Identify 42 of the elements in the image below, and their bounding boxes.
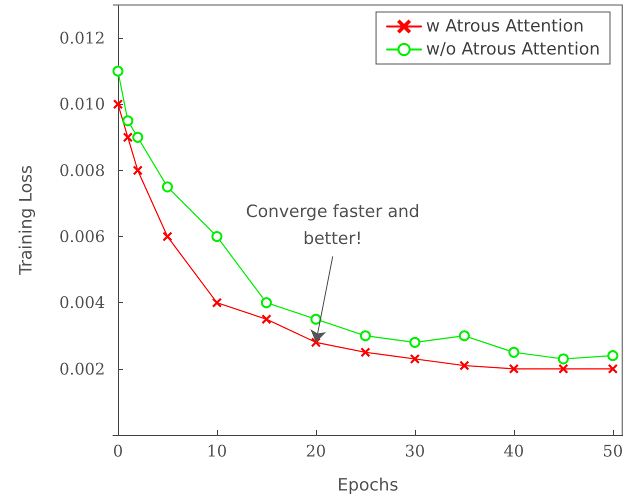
point: [113, 100, 122, 109]
y-tick-label: 0.010: [59, 94, 105, 114]
y-tick-label: 0.008: [59, 160, 105, 180]
point: [360, 348, 370, 357]
legend-label: w Atrous Attention: [426, 16, 584, 36]
x-tick-label: 0: [112, 442, 124, 460]
x-tick-label: 40: [504, 442, 524, 460]
y-axis-title: Training Loss: [16, 164, 36, 276]
point: [607, 350, 618, 362]
point: [122, 115, 134, 126]
point: [123, 132, 132, 142]
point: [409, 336, 420, 348]
point: [558, 353, 569, 364]
legend-label: w/o Atrous Attention: [426, 40, 600, 60]
y-tick-label: 0.006: [59, 227, 105, 246]
point: [211, 231, 222, 242]
point: [262, 314, 271, 324]
point: [112, 66, 124, 77]
x-axis-title: Epochs: [337, 476, 398, 496]
x-tick-label: 10: [206, 442, 228, 460]
y-tick-label: 0.004: [59, 293, 105, 312]
point: [460, 361, 469, 370]
point: [162, 181, 173, 192]
point: [458, 330, 470, 342]
point: [132, 132, 144, 143]
point: [508, 346, 520, 358]
point: [509, 364, 518, 374]
x-tick-label: 50: [602, 442, 623, 460]
y-tick-label: 0.002: [59, 359, 105, 378]
point: [608, 364, 618, 374]
point: [212, 298, 222, 308]
point: [558, 364, 568, 374]
x-tick-label: 30: [404, 442, 426, 460]
point: [310, 314, 322, 325]
point: [162, 232, 172, 242]
annotation: Converge faster and better!: [246, 202, 420, 249]
y-tick-label: 0.012: [59, 28, 105, 48]
point: [360, 330, 371, 342]
point: [410, 354, 420, 364]
point: [133, 166, 142, 175]
point: [260, 297, 272, 308]
x-tick-label: 20: [306, 442, 326, 460]
